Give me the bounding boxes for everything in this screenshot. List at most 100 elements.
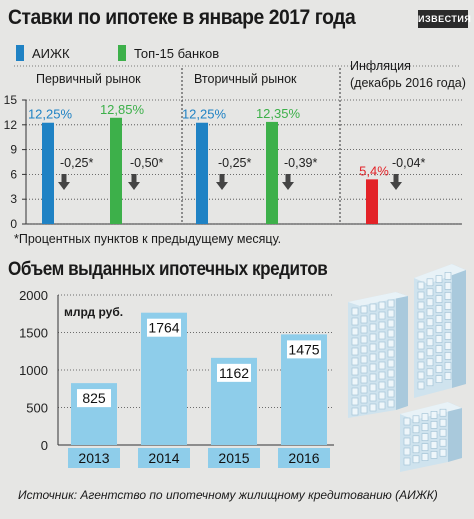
- bar-value-box: [147, 318, 181, 337]
- window: [387, 379, 395, 388]
- bar-value-label: 825: [82, 390, 106, 406]
- category-box: [208, 448, 260, 468]
- window: [369, 403, 377, 412]
- window: [369, 323, 377, 332]
- down-arrow-shaft: [393, 174, 399, 183]
- category-label: 2016: [288, 450, 319, 466]
- down-arrow-shaft: [61, 174, 67, 183]
- change-label: -0,50*: [130, 156, 163, 170]
- window: [417, 311, 425, 320]
- y-tick-label: 12: [4, 118, 18, 132]
- window: [360, 385, 368, 394]
- window: [421, 443, 429, 451]
- bar: [42, 122, 54, 224]
- change-label: -0,25*: [60, 156, 93, 170]
- bar: [266, 121, 278, 224]
- window: [351, 307, 359, 316]
- legend-label-top15: Топ-15 банков: [134, 46, 220, 61]
- window: [435, 305, 443, 313]
- window: [421, 453, 429, 461]
- group-label-secondary: Вторичный рынок: [194, 72, 297, 86]
- window: [444, 282, 452, 290]
- window: [435, 325, 443, 333]
- window: [412, 445, 420, 454]
- window: [360, 355, 368, 364]
- window: [417, 321, 425, 330]
- chart2-title: Объем выданных ипотечных кредитов: [8, 259, 328, 280]
- window: [435, 375, 443, 383]
- window: [387, 319, 395, 328]
- window: [360, 345, 368, 354]
- window: [439, 428, 447, 437]
- building-1-roof: [348, 292, 408, 306]
- window: [369, 343, 377, 352]
- window: [387, 359, 395, 368]
- y-tick-label: 3: [10, 192, 17, 206]
- window: [403, 417, 411, 426]
- y-tick-label: 2000: [19, 288, 48, 303]
- bar-value-label: 12,25%: [28, 107, 73, 122]
- window: [369, 333, 377, 342]
- window: [444, 292, 452, 300]
- window: [360, 335, 368, 344]
- window: [435, 315, 443, 323]
- chart-title: Ставки по ипотеке в январе 2017 года: [8, 6, 356, 29]
- y-tick-label: 0: [10, 217, 17, 231]
- footnote: *Процентных пунктов к предыдущему месяцу…: [14, 232, 282, 246]
- window: [439, 438, 447, 447]
- down-arrow-head: [390, 182, 402, 190]
- window: [417, 281, 425, 290]
- change-label: -0,39*: [284, 156, 317, 170]
- window: [351, 327, 359, 336]
- window: [387, 329, 395, 338]
- window: [430, 431, 438, 439]
- window: [351, 317, 359, 326]
- window: [351, 337, 359, 346]
- bar-value-box: [217, 363, 251, 382]
- window: [378, 351, 386, 360]
- window: [426, 338, 434, 347]
- window: [426, 288, 434, 297]
- window: [351, 387, 359, 396]
- izvestia-logo: ИЗВЕСТИЯ: [418, 10, 471, 28]
- window: [444, 302, 452, 310]
- down-arrow-head: [282, 182, 294, 190]
- window: [444, 332, 452, 340]
- window: [403, 437, 411, 446]
- window: [421, 413, 429, 421]
- down-arrow-shaft: [285, 174, 291, 183]
- volume-chart: 0 500 1000 1500 2000 825 2013 1764 2014 1162 2015 1…: [19, 288, 334, 468]
- category-box: [138, 448, 190, 468]
- bar-value-label: 12,25%: [182, 107, 227, 122]
- window: [426, 308, 434, 317]
- category-label: 2013: [78, 450, 109, 466]
- window: [444, 352, 452, 360]
- window: [417, 341, 425, 350]
- category-label: 2015: [218, 450, 249, 466]
- window: [444, 342, 452, 350]
- buildings-illustration: [348, 264, 466, 472]
- window: [360, 325, 368, 334]
- bar: [196, 122, 208, 224]
- window: [369, 383, 377, 392]
- window: [351, 357, 359, 366]
- window: [351, 407, 359, 416]
- bar: [110, 117, 122, 224]
- window: [360, 305, 368, 314]
- window: [421, 433, 429, 441]
- y-tick-label: 6: [10, 167, 17, 181]
- window: [426, 368, 434, 377]
- down-arrow-shaft: [219, 174, 225, 183]
- window: [435, 345, 443, 353]
- window: [430, 441, 438, 449]
- legend-swatch-top15: [118, 45, 126, 61]
- window: [444, 322, 452, 330]
- building-2-side: [452, 264, 466, 388]
- window: [426, 348, 434, 357]
- window: [439, 418, 447, 427]
- window: [435, 355, 443, 363]
- window: [378, 331, 386, 340]
- category-label: 2014: [148, 450, 179, 466]
- bar-value-label: 5,4%: [359, 163, 389, 178]
